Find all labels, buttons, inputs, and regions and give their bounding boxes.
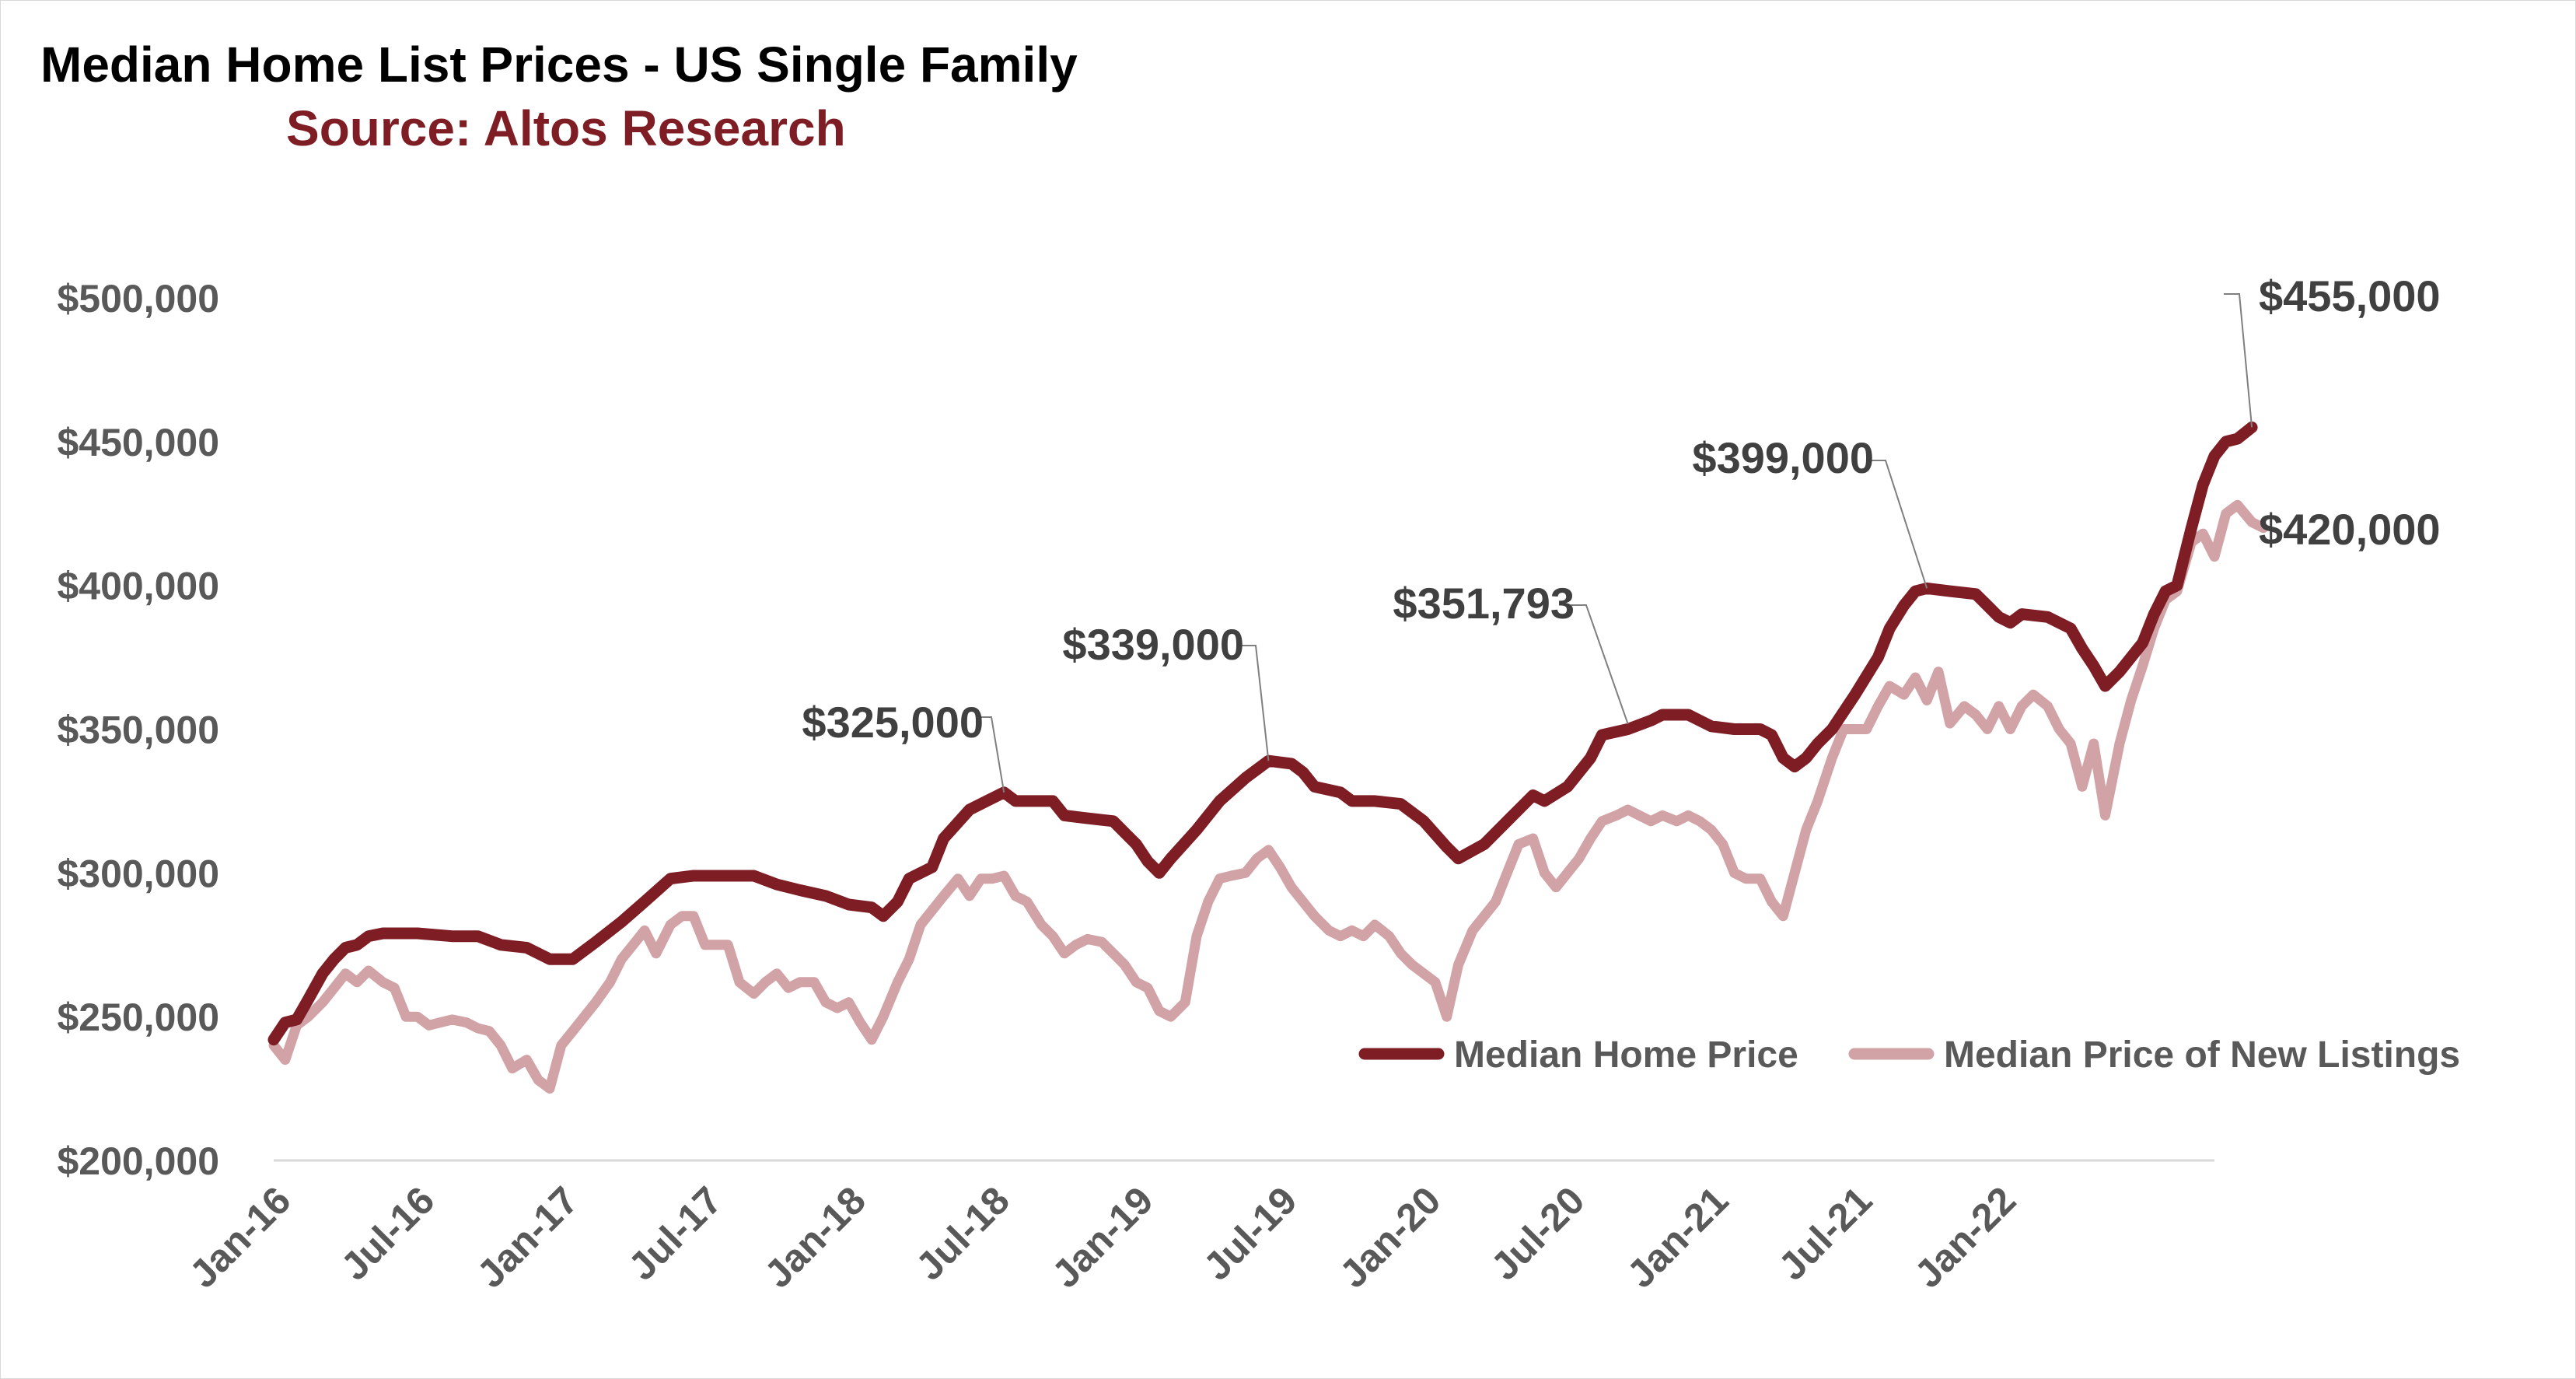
series-line-new-listings (268, 499, 2269, 1094)
y-tick-label: $450,000 (57, 421, 219, 464)
x-tick-label: Jul-17 (620, 1178, 730, 1289)
y-tick-label: $250,000 (57, 996, 219, 1039)
annotation-layer: $325,000 $339,000 $351,793 $399,000 $455,000… (802, 271, 2441, 793)
annotation-leader-line (976, 716, 1005, 793)
y-tick-label: $400,000 (57, 565, 219, 608)
data-label: $455,000 (2259, 271, 2441, 320)
chart-title: Median Home List Prices - US Single Fami… (40, 37, 1078, 93)
legend-label: Median Home Price (1454, 1034, 1798, 1076)
x-tick-label: Jan-16 (181, 1178, 299, 1297)
series-layer (267, 421, 2269, 1094)
x-tick-label: Jan-18 (756, 1178, 874, 1297)
data-label: $420,000 (2259, 505, 2441, 554)
x-tick-label: Jan-20 (1331, 1178, 1449, 1297)
x-tick-label: Jul-20 (1483, 1178, 1593, 1289)
x-tick-label: Jan-22 (1907, 1178, 2025, 1297)
x-tick-label: Jan-21 (1619, 1178, 1737, 1297)
data-label: $351,793 (1393, 579, 1575, 628)
chart-subtitle: Source: Altos Research (286, 100, 846, 156)
annotation-leader-line (1571, 604, 1629, 725)
x-tick-label: Jan-17 (469, 1178, 587, 1297)
x-tick-label: Jul-18 (907, 1178, 1018, 1289)
x-tick-label: Jul-16 (333, 1178, 443, 1289)
x-tick-label: Jan-19 (1043, 1178, 1162, 1297)
y-tick-label: $300,000 (57, 852, 219, 895)
annotation-leader-line (2224, 293, 2253, 428)
data-label: $399,000 (1692, 433, 1874, 482)
annotation-leader-line (1240, 645, 1270, 761)
x-tick-label: Jul-19 (1195, 1178, 1305, 1289)
annotation-leader-line (1870, 460, 1928, 589)
data-label: $339,000 (1062, 620, 1244, 669)
x-tick-label: Jul-21 (1770, 1178, 1881, 1289)
y-axis-ticks: $200,000 $250,000 $300,000 $350,000 $400,000… (57, 277, 219, 1183)
y-tick-label: $350,000 (57, 709, 219, 752)
y-tick-label: $500,000 (57, 277, 219, 320)
y-tick-label: $200,000 (57, 1139, 219, 1183)
x-axis-ticks: Jan-16 Jul-16 Jan-17 Jul-17 Jan-18 Jul-18 Jan-… (181, 1178, 2024, 1297)
legend-label: Median Price of New Listings (1944, 1034, 2460, 1076)
series-line-median-home-price (267, 421, 2258, 1046)
legend: Median Home Price Median Price of New Lis… (1358, 1034, 2460, 1076)
data-label: $325,000 (802, 698, 984, 747)
